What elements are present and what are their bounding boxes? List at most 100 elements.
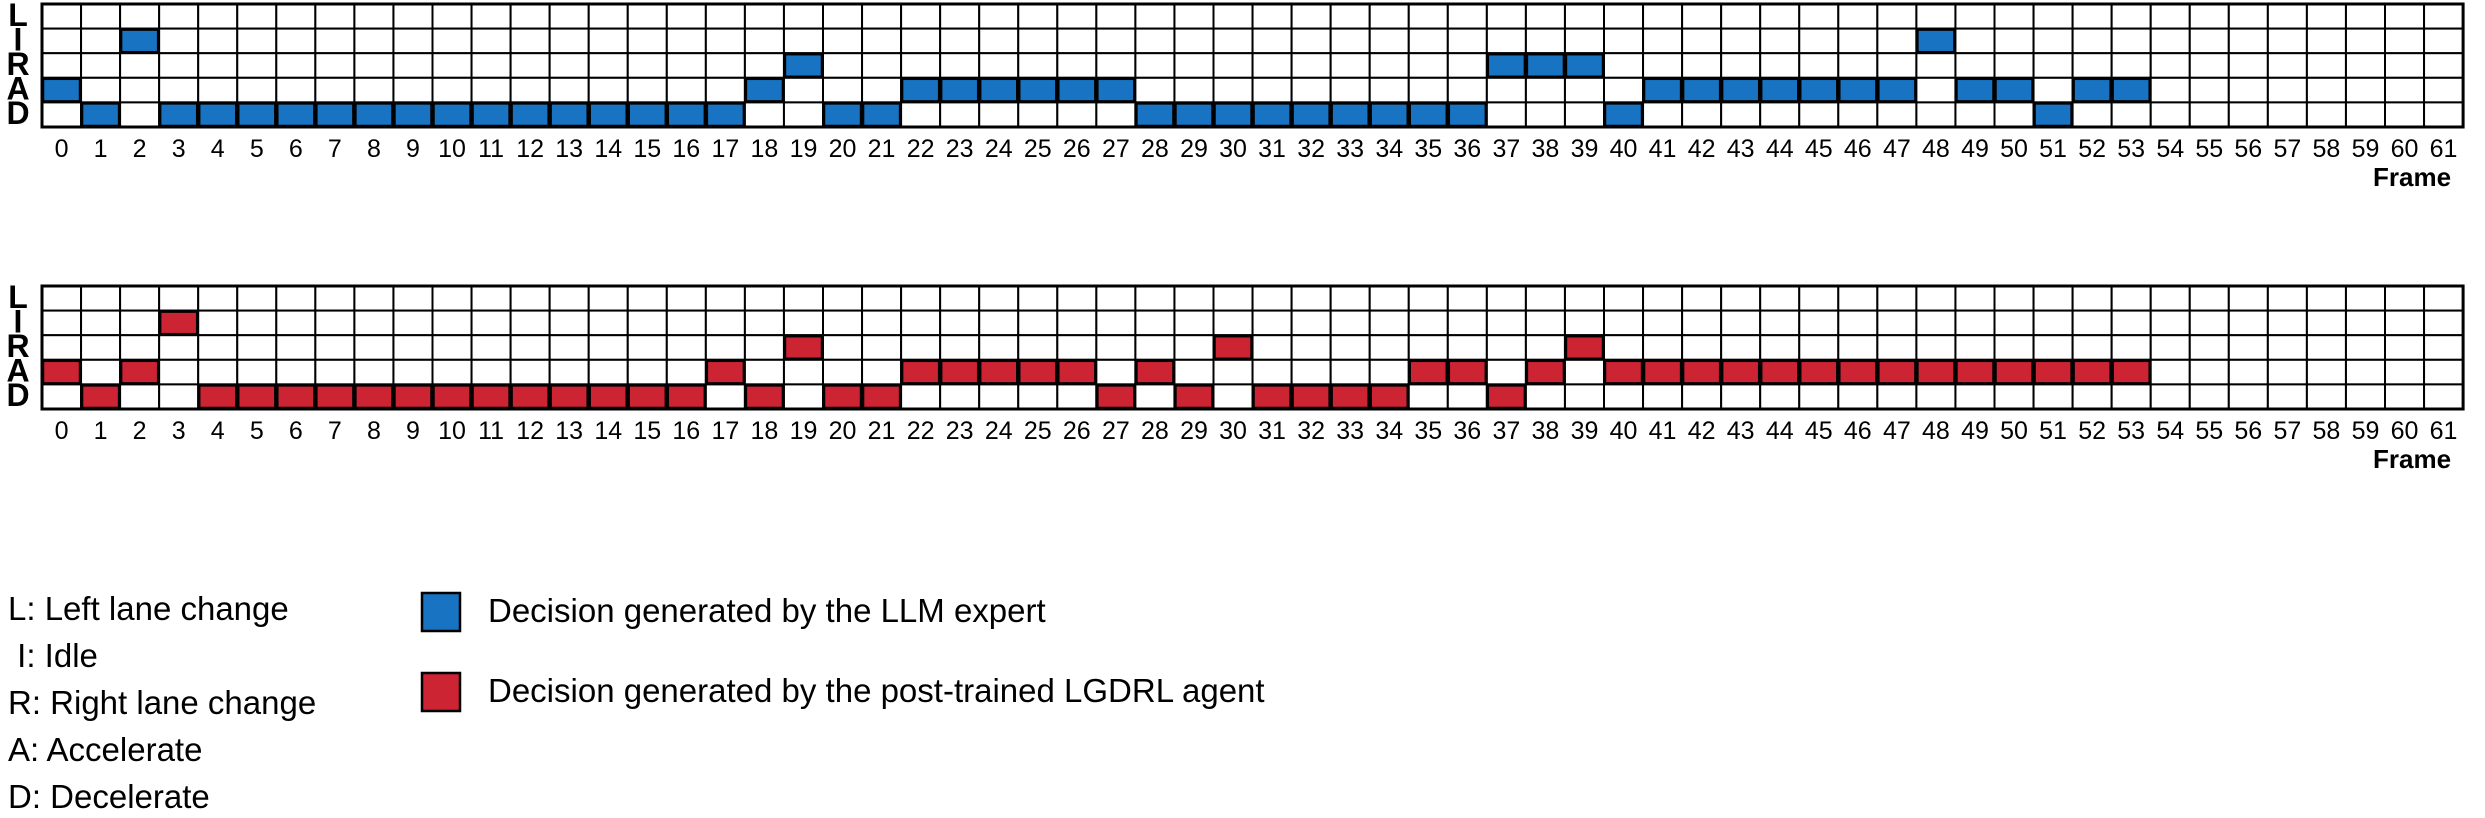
decision-mark-31 bbox=[1252, 102, 1292, 128]
grid-cell bbox=[431, 76, 473, 104]
tick-label: 11 bbox=[478, 417, 504, 445]
grid-cell bbox=[548, 309, 590, 337]
grid-cell bbox=[1134, 309, 1176, 337]
grid-cell bbox=[80, 52, 122, 79]
grid-cell bbox=[2188, 358, 2230, 386]
legend-code-3: A: Accelerate bbox=[8, 731, 202, 768]
grid-cell bbox=[1446, 334, 1488, 361]
grid-cell bbox=[1720, 52, 1762, 79]
grid-cell bbox=[2149, 383, 2191, 410]
decision-mark-11 bbox=[471, 102, 511, 128]
tick-label: 7 bbox=[328, 135, 342, 163]
grid-cell bbox=[1876, 383, 1918, 410]
grid-cell bbox=[587, 285, 629, 312]
decision-mark-43 bbox=[1720, 77, 1761, 103]
grid-cell bbox=[509, 3, 551, 30]
grid-cell bbox=[2110, 3, 2152, 30]
grid-cell bbox=[1720, 101, 1762, 129]
grid-cell bbox=[1290, 334, 1332, 361]
decision-mark-10 bbox=[432, 102, 472, 128]
grid-cell bbox=[861, 52, 903, 79]
grid-cell bbox=[2266, 27, 2308, 55]
tick-label: 27 bbox=[1102, 135, 1130, 163]
row-label-R: R bbox=[6, 46, 29, 82]
grid-cell bbox=[353, 309, 395, 337]
grid-cell bbox=[119, 52, 161, 79]
grid-cell bbox=[119, 101, 161, 129]
grid-cell bbox=[1329, 309, 1371, 337]
tick-label: 13 bbox=[555, 417, 583, 445]
decision-mark-16 bbox=[666, 384, 707, 410]
grid-cell bbox=[1446, 3, 1488, 30]
grid-cell bbox=[822, 52, 864, 79]
grid-cell bbox=[2032, 3, 2074, 30]
grid-cell bbox=[1485, 358, 1527, 386]
grid-cell bbox=[1603, 285, 1645, 312]
grid-cell bbox=[1603, 3, 1645, 30]
decision-mark-19 bbox=[783, 334, 824, 361]
grid-cell bbox=[1954, 334, 1996, 361]
grid-cell bbox=[41, 383, 83, 410]
grid-cell bbox=[1095, 101, 1137, 129]
grid-cell bbox=[1329, 52, 1371, 79]
tick-label: 31 bbox=[1258, 417, 1286, 445]
grid-cell bbox=[1993, 101, 2035, 129]
grid-cell bbox=[587, 3, 629, 30]
tick-label: 15 bbox=[633, 135, 661, 163]
decision-mark-29 bbox=[1174, 384, 1214, 410]
grid-cell bbox=[1056, 334, 1098, 361]
tick-label: 6 bbox=[289, 417, 303, 445]
grid-cell bbox=[2423, 3, 2465, 30]
decision-mark-12 bbox=[510, 384, 550, 410]
grid-cell bbox=[1095, 358, 1137, 386]
decision-mark-34 bbox=[1369, 384, 1409, 410]
grid-cell bbox=[1876, 27, 1918, 55]
decision-mark-12 bbox=[510, 102, 550, 128]
grid-cell bbox=[275, 27, 317, 55]
grid-cell bbox=[1212, 27, 1254, 55]
grid-cell bbox=[197, 76, 239, 104]
grid-cell bbox=[353, 334, 395, 361]
grid-cell bbox=[2266, 358, 2308, 386]
decision-mark-37 bbox=[1486, 384, 1527, 410]
decision-mark-5 bbox=[237, 384, 277, 410]
grid-cell bbox=[1485, 101, 1527, 129]
grid-cell bbox=[197, 309, 239, 337]
legend-code-4: D: Decelerate bbox=[8, 778, 210, 815]
grid-cell bbox=[1642, 334, 1684, 361]
decision-mark-53 bbox=[2111, 359, 2151, 385]
grid-cell bbox=[1642, 3, 1684, 30]
decision-mark-47 bbox=[1877, 359, 1917, 385]
grid-cell bbox=[548, 76, 590, 104]
grid-cell bbox=[353, 76, 395, 104]
legend-label-0: Decision generated by the LLM expert bbox=[488, 592, 1046, 629]
grid-cell bbox=[2423, 309, 2465, 337]
grid-cell bbox=[665, 309, 707, 337]
grid-cell bbox=[2188, 76, 2230, 104]
grid-cell bbox=[822, 76, 864, 104]
grid-cell bbox=[1134, 334, 1176, 361]
tick-label: 20 bbox=[829, 417, 857, 445]
tick-label: 59 bbox=[2352, 417, 2380, 445]
grid-cell bbox=[1407, 334, 1449, 361]
grid-cell bbox=[275, 358, 317, 386]
grid-cell bbox=[548, 285, 590, 312]
grid-cell bbox=[1173, 3, 1215, 30]
grid-cell bbox=[704, 27, 746, 55]
grid-cell bbox=[470, 52, 512, 79]
grid-cell bbox=[1681, 309, 1723, 337]
grid-cell bbox=[1798, 3, 1840, 30]
grid-cell bbox=[1251, 76, 1293, 104]
grid-cell bbox=[1954, 3, 1996, 30]
grid-cell bbox=[1368, 52, 1410, 79]
tick-label: 7 bbox=[328, 417, 342, 445]
grid-cell bbox=[1837, 383, 1879, 410]
grid-cell bbox=[2110, 285, 2152, 312]
grid-cell bbox=[41, 52, 83, 79]
grid-cell bbox=[2384, 101, 2426, 129]
grid-cell bbox=[1642, 309, 1684, 337]
grid-cell bbox=[1759, 101, 1801, 129]
grid-cell bbox=[470, 3, 512, 30]
grid-cell bbox=[80, 334, 122, 361]
